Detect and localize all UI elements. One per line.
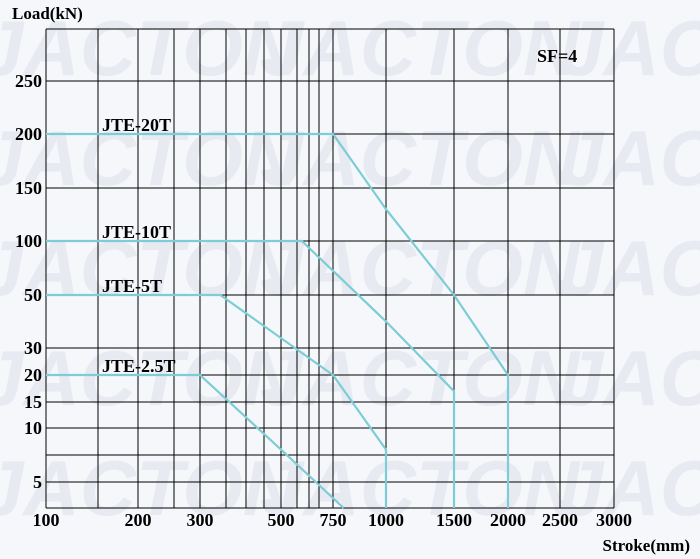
y-tick-label: 200 bbox=[15, 124, 42, 144]
series-label-jte-10t: JTE-10T bbox=[102, 222, 171, 242]
x-tick-label: 300 bbox=[187, 510, 214, 530]
label-layer: Load(kN) Stroke(mm) 250 200 150 100 50 30 20 15 10… bbox=[12, 4, 690, 555]
x-tick-label: 750 bbox=[320, 510, 347, 530]
watermark-text: JACTON bbox=[260, 334, 581, 422]
x-axis-title: Stroke(mm) bbox=[603, 536, 691, 555]
y-tick-label: 30 bbox=[24, 338, 42, 358]
watermark-text: JACTON bbox=[560, 114, 700, 202]
x-tick-label: 500 bbox=[268, 510, 295, 530]
series-label-jte-5t: JTE-5T bbox=[102, 276, 162, 296]
watermark-text: JACTON bbox=[0, 444, 301, 532]
watermark-text: JACTON bbox=[0, 334, 301, 422]
y-axis-title: Load(kN) bbox=[12, 4, 83, 23]
x-tick-label: 2500 bbox=[542, 510, 578, 530]
x-tick-label: 2000 bbox=[490, 510, 526, 530]
series-label-jte-20t: JTE-20T bbox=[102, 115, 171, 135]
watermark-text: JACTON bbox=[560, 444, 700, 532]
watermark-text: JACTON bbox=[260, 224, 581, 312]
series-line-jte-5t bbox=[46, 293, 388, 508]
watermark-text: JACTON bbox=[0, 4, 301, 92]
series-line-jte-10t bbox=[46, 239, 456, 508]
series-label-jte-2.5t: JTE-2.5T bbox=[102, 356, 176, 376]
safety-factor-label: SF=4 bbox=[537, 46, 577, 66]
chart-grid bbox=[45, 28, 615, 509]
watermark-layer: JACTONJACTONJACTONJACTONJACTONJACTONJACT… bbox=[0, 4, 700, 532]
x-tick-label: 100 bbox=[33, 510, 60, 530]
y-tick-label: 10 bbox=[24, 418, 42, 438]
series-line-jte-2.5t bbox=[46, 373, 345, 509]
watermark-text: JACTON bbox=[0, 224, 301, 312]
series-line-jte-20t bbox=[46, 132, 510, 508]
y-tick-label: 15 bbox=[24, 392, 42, 412]
x-tick-label: 1000 bbox=[368, 510, 404, 530]
y-tick-label: 50 bbox=[24, 285, 42, 305]
x-tick-label: 1500 bbox=[436, 510, 472, 530]
x-tick-label: 200 bbox=[125, 510, 152, 530]
y-tick-label: 100 bbox=[15, 231, 42, 251]
y-tick-label: 250 bbox=[15, 71, 42, 91]
watermark-text: JACTON bbox=[0, 114, 301, 202]
series-layer bbox=[46, 132, 510, 509]
y-tick-label: 5 bbox=[33, 472, 42, 492]
watermark-text: JACTON bbox=[260, 4, 581, 92]
y-tick-label: 20 bbox=[24, 365, 42, 385]
x-tick-label: 3000 bbox=[596, 510, 632, 530]
watermark-text: JACTON bbox=[260, 114, 581, 202]
y-tick-label: 150 bbox=[15, 178, 42, 198]
watermark-text: JACTON bbox=[560, 224, 700, 312]
watermark-text: JACTON bbox=[560, 4, 700, 92]
watermark-text: JACTON bbox=[560, 334, 700, 422]
watermark-text: JACTON bbox=[260, 444, 581, 532]
